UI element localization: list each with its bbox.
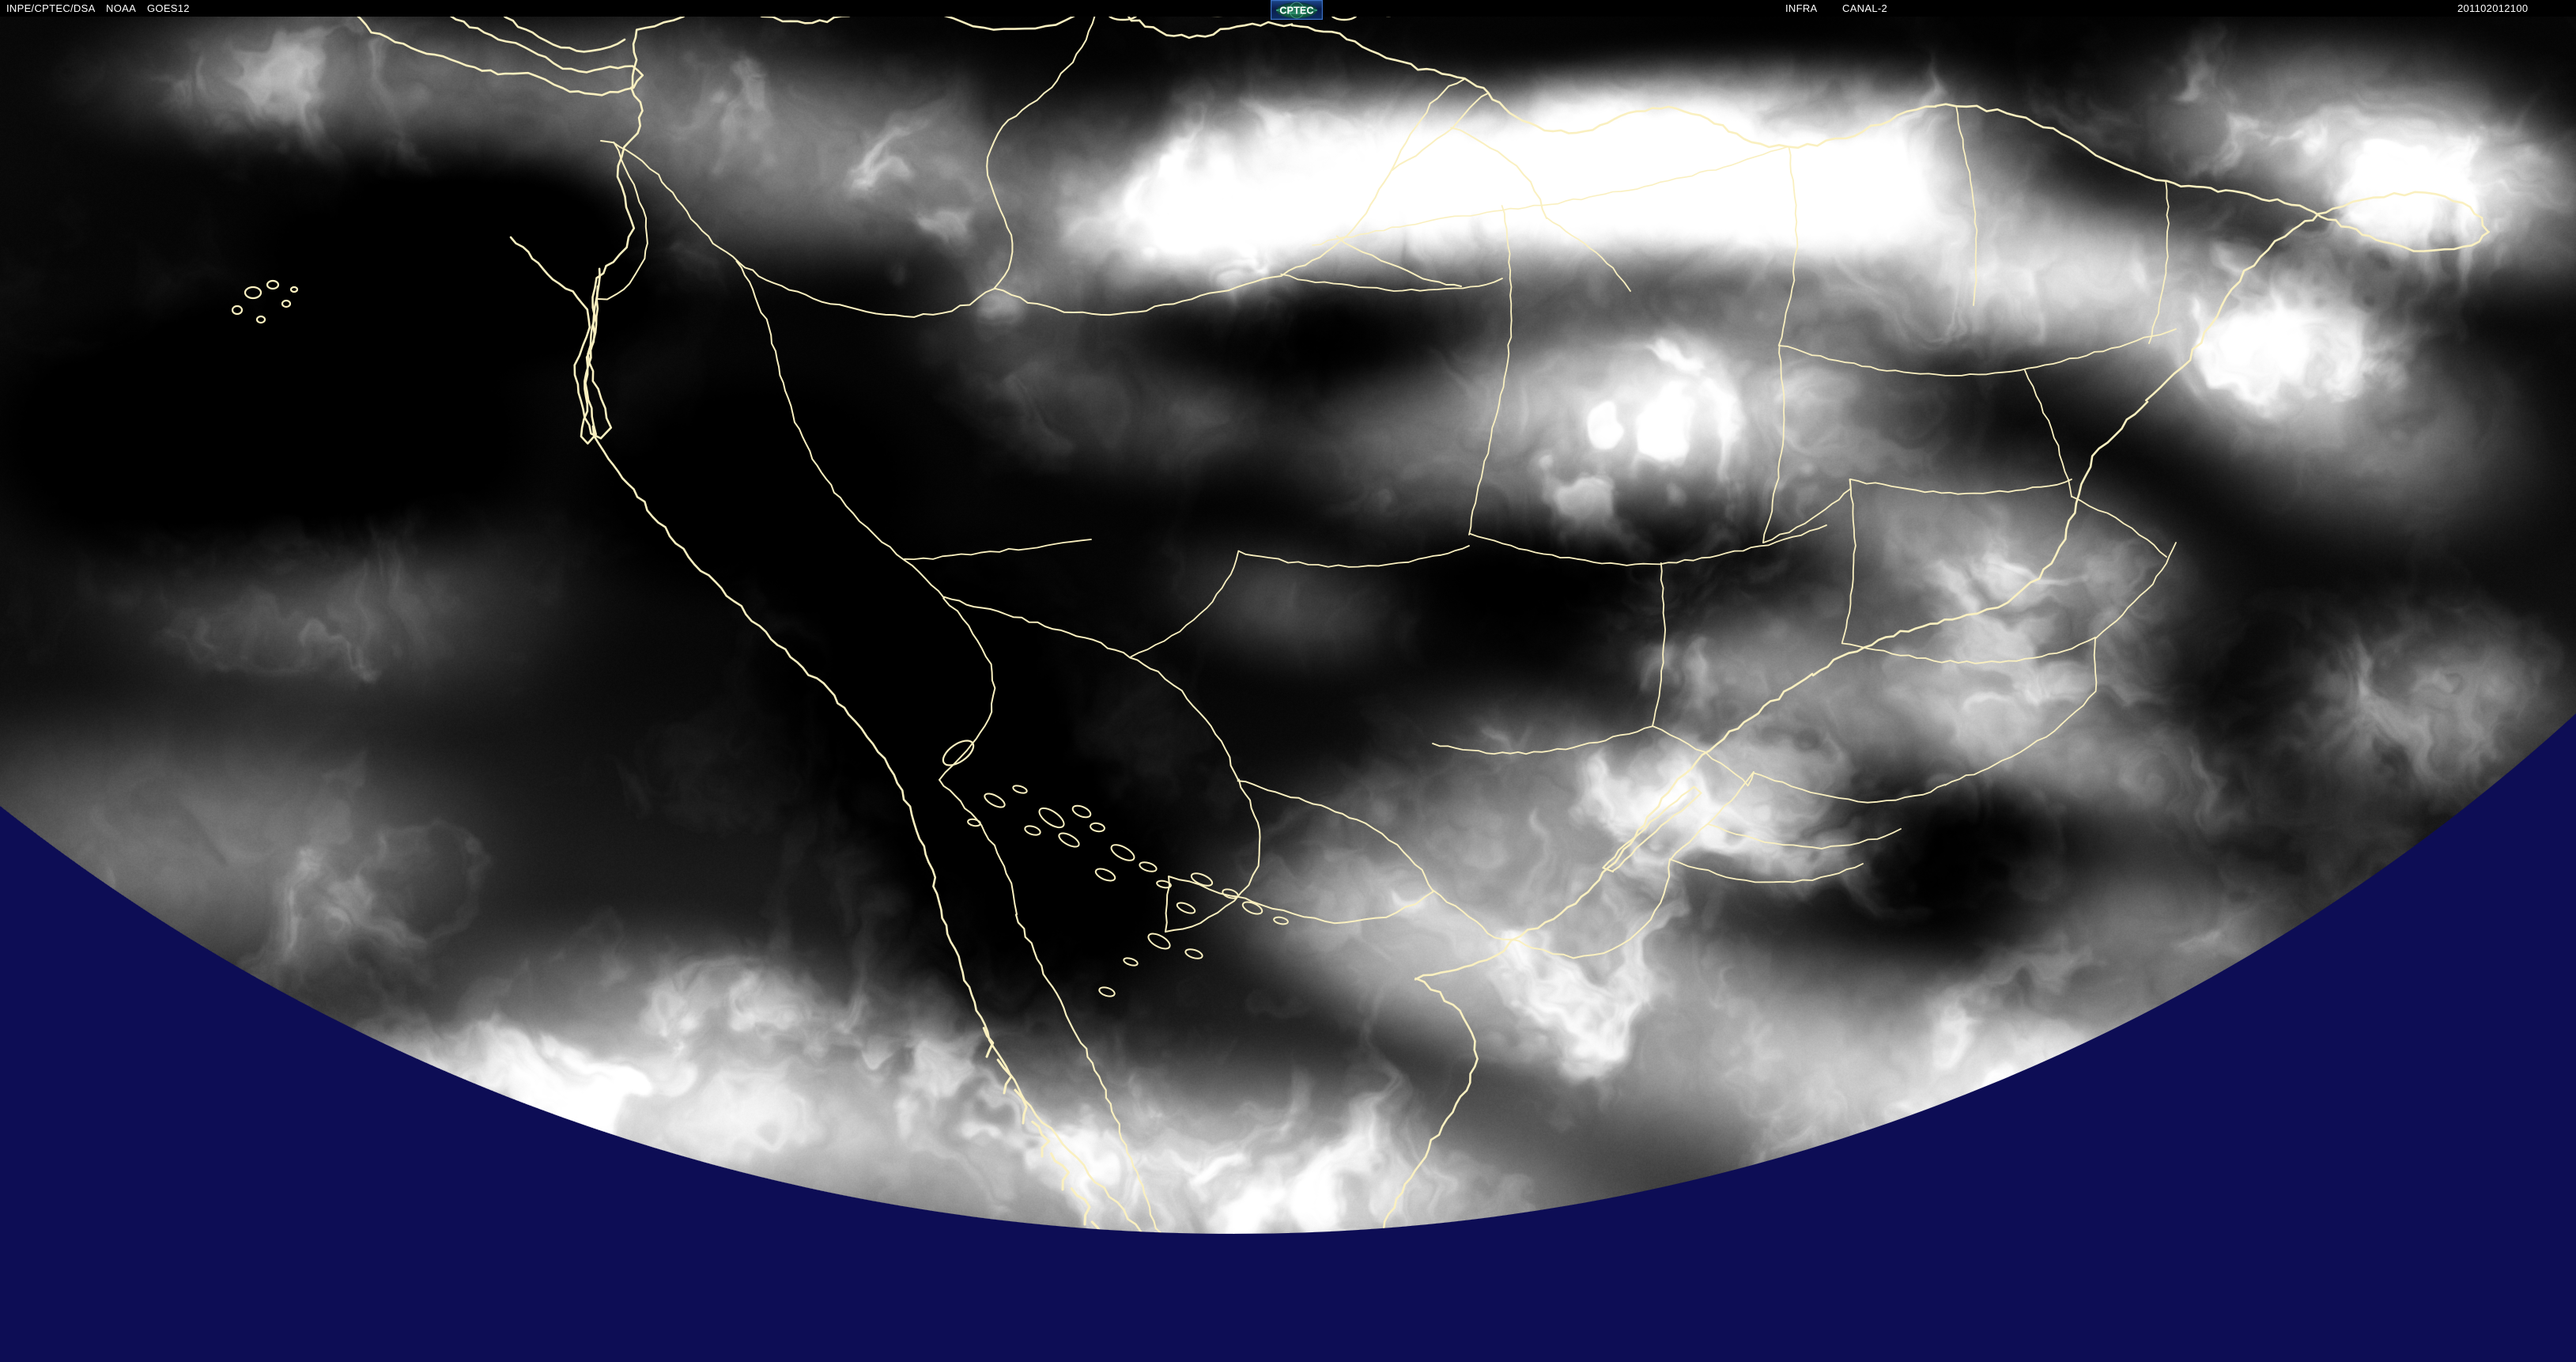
cptec-logo: CPTEC <box>1271 0 1323 20</box>
agency-label: NOAA <box>106 2 137 14</box>
source-label: INPE/CPTEC/DSA <box>6 2 96 14</box>
band-label: INFRA <box>1785 2 1818 14</box>
timestamp-label: 201102012100 <box>2457 2 2529 14</box>
logo-text: CPTEC <box>1279 6 1313 17</box>
channel-label: CANAL-2 <box>1842 2 1888 14</box>
satellite-label: GOES12 <box>147 2 190 14</box>
cptec-logo-graphic: CPTEC <box>1271 0 1323 20</box>
